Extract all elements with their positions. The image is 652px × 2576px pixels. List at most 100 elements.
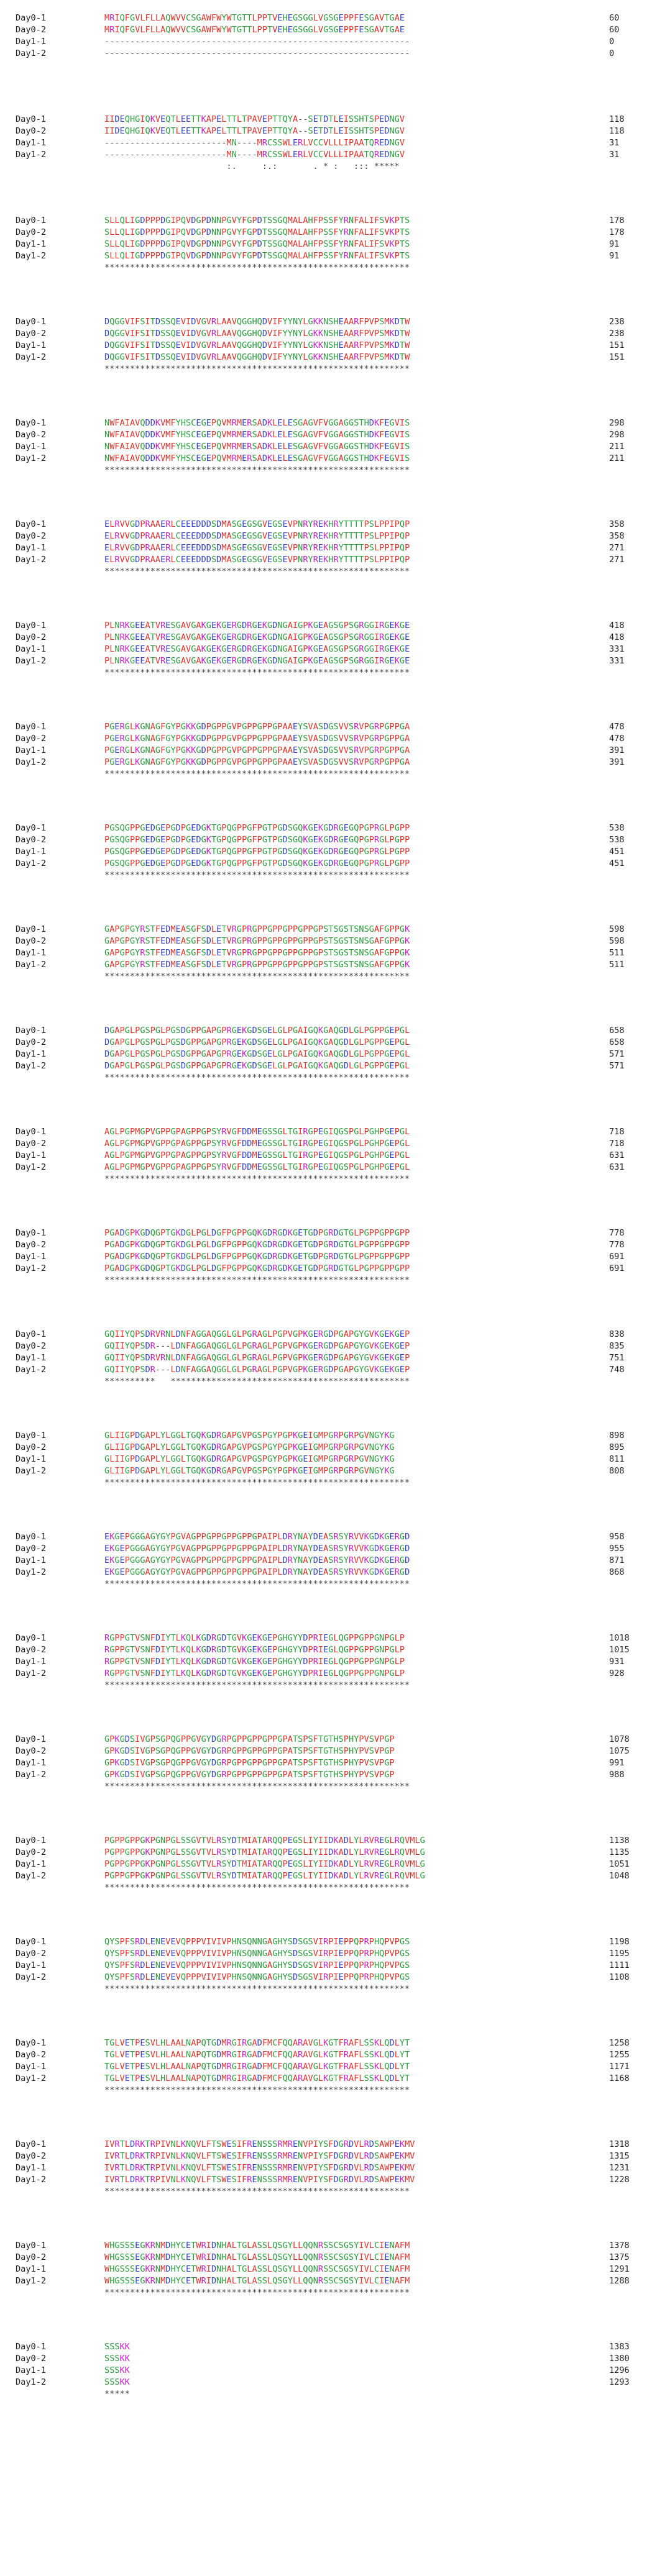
residue: V: [119, 543, 125, 553]
residue: D: [247, 1150, 252, 1160]
residue: E: [236, 1049, 242, 1059]
residue: A: [150, 757, 155, 767]
residue: P: [303, 621, 308, 630]
residue: G: [140, 1263, 145, 1273]
residue: A: [349, 340, 354, 350]
residue: P: [226, 1252, 232, 1262]
residue: M: [252, 1139, 257, 1149]
residue: D: [328, 1871, 334, 1881]
sequence-residues: RGPPGTVSNFDIYTLKQLKGDRGDTGVKGEKGEPGHGYYD…: [104, 1632, 405, 1644]
residue: G: [277, 1150, 283, 1160]
residue: G: [186, 1139, 191, 1149]
residue: Y: [165, 1544, 171, 1554]
residue: E: [104, 1532, 110, 1542]
residue: G: [216, 1061, 222, 1071]
residue: Q: [257, 317, 262, 327]
residue: T: [354, 519, 359, 529]
residue: A: [221, 340, 227, 350]
residue: L: [405, 1162, 410, 1172]
residue: S: [308, 1734, 313, 1744]
residue: E: [287, 430, 293, 440]
residue: G: [135, 114, 140, 124]
residue: G: [175, 1454, 181, 1464]
sequence-residues: GQIIYQPSDRVRNLDNFAGGAQGGLGLPGRAGLPGPVGPK…: [104, 1352, 410, 1364]
residue: D: [216, 519, 222, 529]
residue: D: [135, 1466, 140, 1476]
residue: E: [359, 13, 364, 23]
residue: K: [394, 644, 400, 654]
residue: R: [216, 1836, 222, 1846]
sequence-residues: PGSQGPPGEDGEPGDPGEDGKTGPQGPPGFPGTPGDSGQK…: [104, 846, 410, 858]
residue: Y: [298, 329, 303, 339]
residue: E: [399, 1365, 405, 1375]
residue: E: [318, 1162, 324, 1172]
residue: P: [242, 960, 247, 970]
residue: S: [252, 555, 257, 565]
residue: G: [140, 1532, 145, 1542]
residue: Y: [308, 1567, 313, 1577]
residue: N: [298, 1555, 303, 1565]
residue: G: [292, 1061, 298, 1071]
residue: R: [313, 1657, 318, 1667]
residue: A: [104, 1127, 110, 1137]
residue: P: [354, 1645, 359, 1655]
residue: N: [379, 1657, 385, 1667]
residue: E: [180, 555, 186, 565]
residue: Q: [119, 216, 125, 225]
residue: I: [114, 1329, 120, 1339]
residue: R: [343, 251, 349, 261]
residue: -: [384, 37, 390, 47]
residue: I: [145, 317, 150, 327]
residue: E: [175, 340, 181, 350]
residue: V: [369, 1847, 374, 1857]
residue: A: [343, 1329, 349, 1339]
sequence-label: Day0-2: [16, 1037, 47, 1047]
residue: P: [349, 1633, 354, 1643]
residue: E: [298, 1240, 303, 1250]
residue: N: [145, 1668, 150, 1678]
residue: G: [338, 644, 344, 654]
residue: A: [303, 1555, 308, 1565]
alignment-row: Day0-1 MRIQFGVLFLLAQWVVCSGAWFWYWTGTTLPPTV…: [0, 12, 652, 24]
residue: V: [323, 453, 329, 463]
residue: S: [298, 13, 303, 23]
residue: T: [226, 1657, 232, 1667]
sequence-label: Day1-1: [16, 37, 47, 47]
residue: R: [354, 317, 359, 327]
sequence-label: Day0-1: [16, 1026, 47, 1035]
residue: P: [114, 1633, 120, 1643]
residue: H: [374, 1162, 380, 1172]
residue: P: [379, 745, 385, 755]
residue: N: [145, 722, 150, 732]
residue: E: [292, 138, 298, 148]
residue: A: [287, 734, 293, 744]
residue: G: [170, 1026, 176, 1035]
residue: Y: [343, 1555, 349, 1565]
residue: P: [292, 948, 298, 958]
residue: S: [328, 216, 334, 225]
residue: E: [186, 519, 191, 529]
residue: F: [160, 757, 166, 767]
residue: P: [282, 1746, 288, 1756]
residue: F: [252, 858, 257, 868]
residue: L: [303, 138, 308, 148]
residue: G: [338, 1162, 344, 1172]
residue: -: [364, 48, 369, 58]
residue: P: [180, 1746, 186, 1756]
residue: P: [236, 1252, 242, 1262]
residue: D: [180, 1228, 186, 1238]
residue: F: [277, 340, 283, 350]
sequence-label: Day1-2: [16, 1263, 47, 1273]
residue: P: [221, 239, 227, 249]
residue: D: [313, 1555, 318, 1565]
residue: G: [282, 632, 288, 642]
residue: P: [405, 519, 410, 529]
residue: G: [206, 632, 211, 642]
residue: G: [292, 1150, 298, 1160]
residue: S: [140, 1365, 145, 1375]
residue: E: [267, 519, 273, 529]
residue: G: [267, 948, 273, 958]
residue: D: [206, 239, 211, 249]
residue: H: [333, 352, 339, 362]
residue: D: [323, 757, 329, 767]
